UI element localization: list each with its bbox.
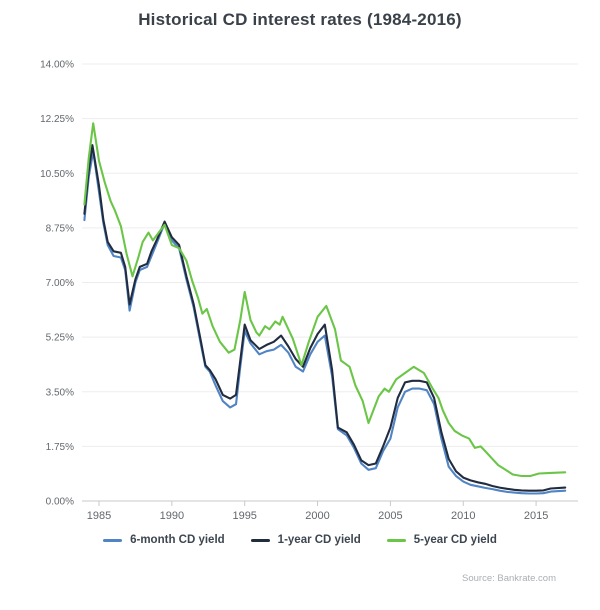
legend-swatch: [250, 538, 270, 542]
legend-label: 5-year CD yield: [413, 534, 497, 546]
y-tick-label: 8.75%: [46, 223, 74, 234]
y-tick-label: 0.00%: [46, 497, 74, 508]
x-tick-label: 2005: [378, 510, 402, 522]
x-tick-label: 2015: [524, 510, 548, 522]
y-tick-label: 5.25%: [46, 333, 74, 344]
legend-item: 6-month CD yield: [103, 534, 225, 546]
x-tick-label: 2000: [305, 510, 329, 522]
series-line-5-year: [83, 122, 567, 478]
legend: 6-month CD yield 1-year CD yield 5-year CD…: [0, 534, 600, 546]
legend-item: 1-year CD yield: [250, 534, 361, 546]
legend-swatch: [103, 538, 123, 542]
y-tick-label: 1.75%: [46, 442, 74, 453]
x-tick-label: 1990: [160, 510, 184, 522]
x-tick-label: 1995: [232, 510, 256, 522]
series-line-1-year: [83, 144, 567, 492]
y-tick-label: 10.50%: [40, 169, 74, 180]
series-line-6-month: [83, 150, 567, 495]
legend-label: 6-month CD yield: [130, 534, 225, 546]
y-tick-label: 7.00%: [46, 278, 74, 289]
y-tick-label: 3.50%: [46, 387, 74, 398]
legend-swatch: [386, 538, 406, 542]
legend-label: 1-year CD yield: [277, 534, 361, 546]
x-tick-label: 1985: [87, 510, 111, 522]
source-caption: Source: Bankrate.com: [462, 573, 556, 584]
y-tick-label: 12.25%: [40, 114, 74, 125]
x-tick-label: 2010: [451, 510, 475, 522]
y-tick-label: 14.00%: [40, 60, 74, 71]
legend-item: 5-year CD yield: [386, 534, 497, 546]
chart-title: Historical CD interest rates (1984-2016): [138, 10, 462, 29]
